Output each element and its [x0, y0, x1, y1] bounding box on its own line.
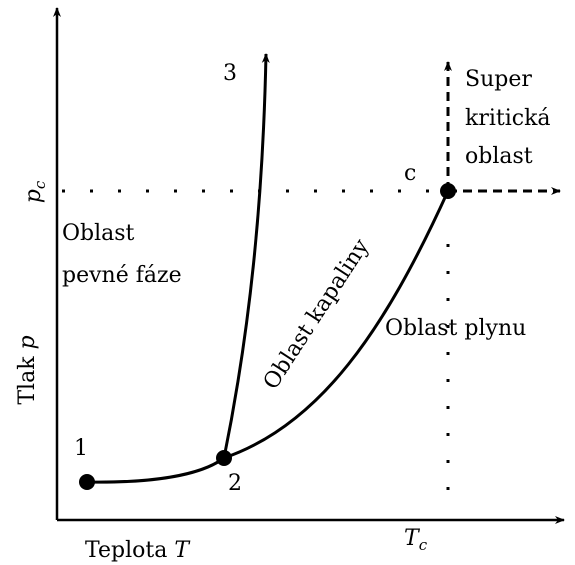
label: Super — [465, 67, 532, 92]
subscript: c — [31, 180, 49, 189]
sublimation-curve — [86, 456, 225, 484]
subscript: c — [419, 536, 428, 554]
label: Oblast plynu — [385, 316, 526, 341]
pc-label: pc — [21, 180, 49, 203]
point — [79, 474, 95, 490]
label: Oblast — [62, 221, 135, 246]
label: c — [404, 161, 416, 186]
boiling-curve — [223, 190, 450, 460]
label: oblast — [465, 144, 533, 169]
x-axis-label: Teplota T — [85, 538, 191, 563]
label: kritická — [465, 106, 551, 131]
triple-point — [216, 450, 232, 466]
melting-curve — [222, 53, 270, 459]
tc-label: Tc — [404, 526, 428, 554]
guides — [62, 61, 561, 492]
text: Teplota — [85, 538, 174, 563]
label: 1 — [74, 436, 88, 461]
critical-point — [440, 183, 456, 199]
text: Tlak — [15, 349, 40, 404]
label: 3 — [223, 61, 237, 86]
symbol: p — [15, 335, 40, 349]
curves — [86, 53, 450, 484]
label: pevné fáze — [62, 263, 182, 288]
axes — [53, 7, 565, 524]
label: Oblast kapaliny — [259, 234, 375, 394]
label: 2 — [228, 471, 242, 496]
symbol: p — [21, 189, 46, 203]
symbol: T — [404, 526, 421, 551]
y-axis-label: Tlak p — [15, 335, 40, 404]
symbol: T — [174, 538, 191, 563]
